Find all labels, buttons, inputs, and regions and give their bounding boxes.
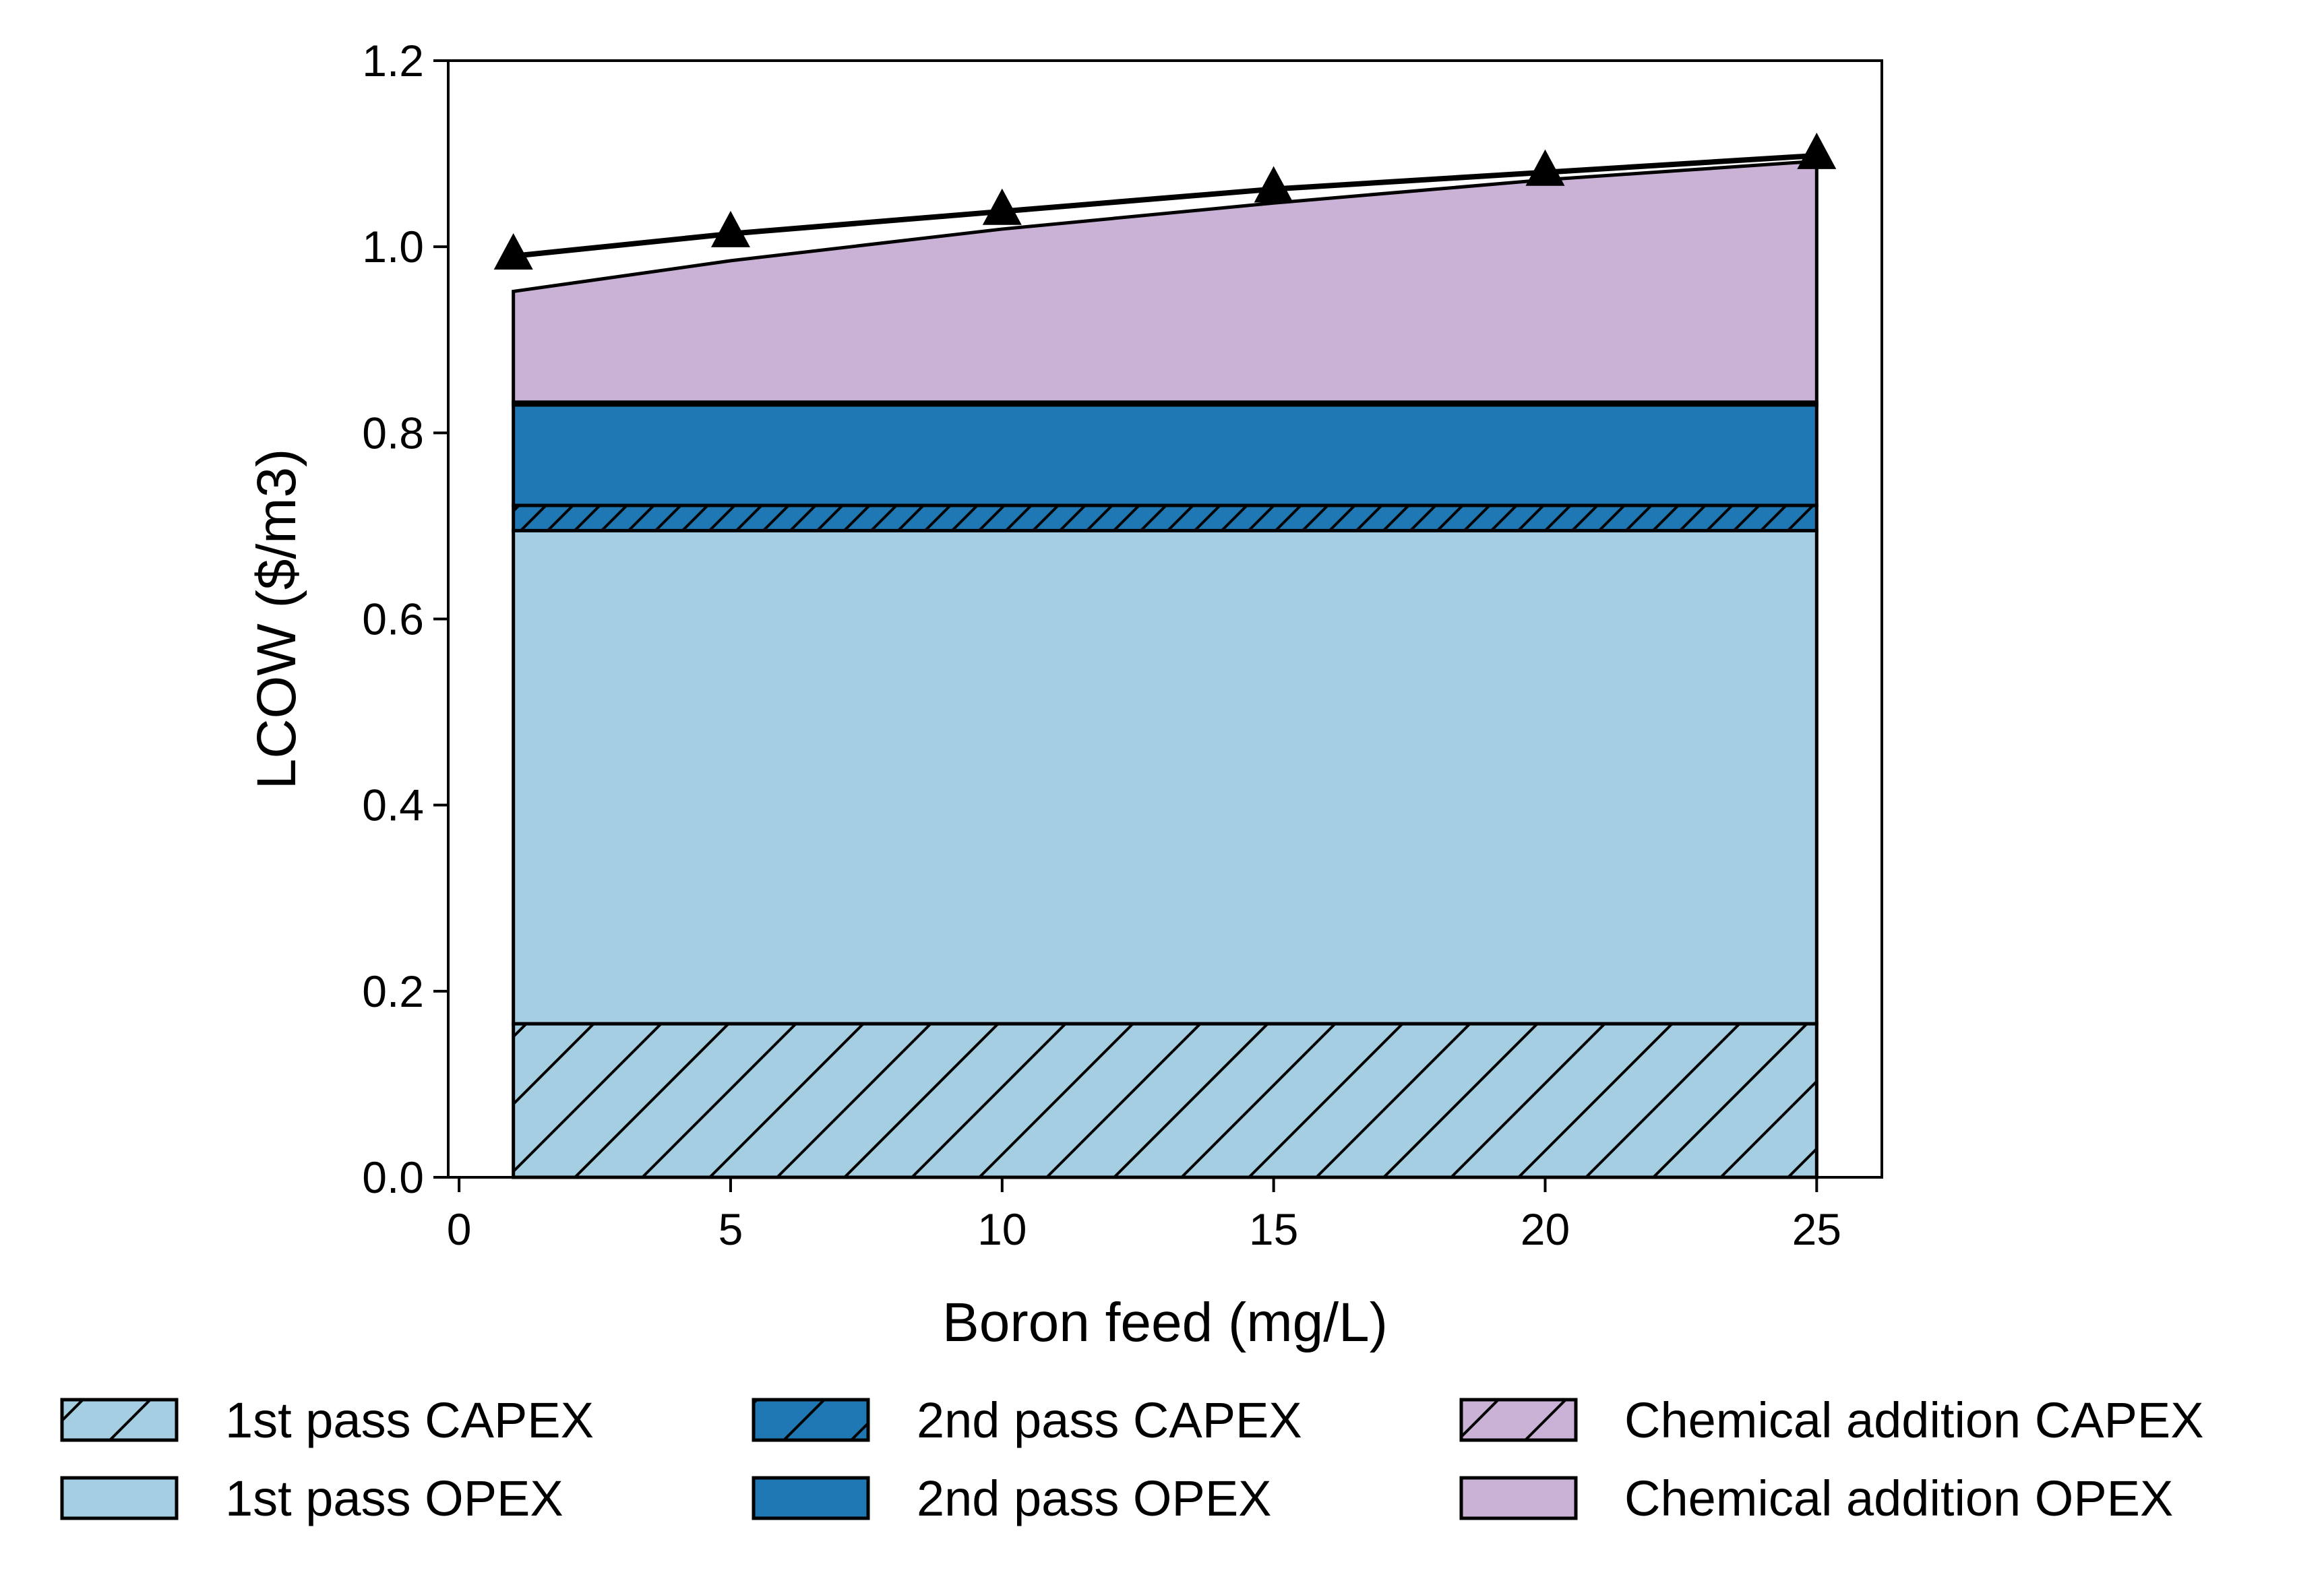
area-2nd-pass-opex <box>513 404 1817 506</box>
legend-swatch-1st-pass-opex <box>60 1476 179 1520</box>
y-tick-label: 0.0 <box>362 1152 424 1202</box>
legend-swatch-outline-chemical-addition-capex <box>1459 1398 1578 1442</box>
area-1st-pass-opex <box>513 530 1817 1024</box>
y-tick-label: 0.8 <box>362 408 424 458</box>
x-tick-label: 10 <box>977 1204 1027 1254</box>
total-lcow-marker <box>982 188 1022 225</box>
legend-swatch-chemical-addition-opex <box>1459 1476 1578 1520</box>
area-hatch-2nd-pass-capex <box>513 505 1817 531</box>
total-lcow-marker <box>1797 132 1837 169</box>
area-chemical-addition-opex <box>513 161 1817 402</box>
total-lcow-line <box>513 152 1817 259</box>
y-tick-label: 0.2 <box>362 966 424 1016</box>
total-lcow-marker <box>710 210 750 247</box>
y-tick-label: 1.2 <box>362 36 424 86</box>
x-tick-label: 15 <box>1249 1204 1298 1254</box>
legend-swatch-hatch-chemical-addition-capex <box>1461 1400 1576 1440</box>
legend-label-2nd-pass-capex: 2nd pass CAPEX <box>917 1392 1302 1448</box>
total-lcow-marker <box>1525 149 1565 186</box>
y-axis-label: LCOW ($/m3) <box>246 449 307 790</box>
legend-label-1st-pass-capex: 1st pass CAPEX <box>225 1392 594 1448</box>
total-lcow-marker <box>1254 166 1293 203</box>
legend-label-2nd-pass-opex: 2nd pass OPEX <box>917 1470 1272 1526</box>
x-tick-label: 20 <box>1521 1204 1570 1254</box>
y-tick-label: 1.0 <box>362 222 424 272</box>
legend-label-1st-pass-opex: 1st pass OPEX <box>225 1470 563 1526</box>
legend-swatch-2nd-pass-opex <box>752 1476 870 1520</box>
legend-swatch-hatch-2nd-pass-capex <box>754 1400 868 1440</box>
area-hatch-1st-pass-capex <box>513 1024 1817 1177</box>
legend-swatch-outline-1st-pass-capex <box>60 1398 179 1442</box>
y-tick-label: 0.6 <box>362 594 424 644</box>
legend-label-chemical-addition-capex: Chemical addition CAPEX <box>1624 1392 2204 1448</box>
legend-swatch-outline-2nd-pass-capex <box>752 1398 870 1442</box>
legend-swatch-hatch-1st-pass-capex <box>62 1400 177 1440</box>
total-lcow-marker <box>493 232 533 270</box>
y-tick-label: 0.4 <box>362 780 424 830</box>
x-tick-label: 25 <box>1792 1204 1841 1254</box>
legend-label-chemical-addition-opex: Chemical addition OPEX <box>1624 1470 2173 1526</box>
x-axis-label: Boron feed (mg/L) <box>942 1292 1388 1353</box>
x-tick-label: 0 <box>447 1204 472 1254</box>
x-tick-label: 5 <box>718 1204 743 1254</box>
